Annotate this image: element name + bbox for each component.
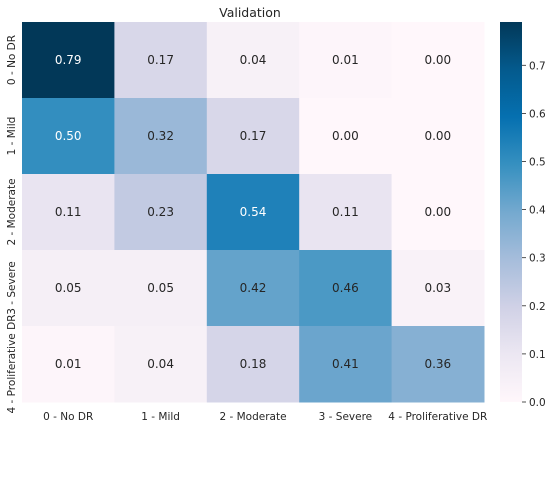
heatmap-cell [299,98,393,175]
heatmap-cell [22,250,115,327]
heatmap-cell [22,326,115,403]
colorbar-tick-label: 0.7 [529,60,546,72]
cell-value-label: 0.17 [240,129,267,143]
y-tick-label: 2 - Moderate [6,178,18,245]
x-axis-tick-labels: 0 - No DR 1 - Mild 2 - Moderate 3 - Severe 4… [43,411,487,423]
cell-value-label: 0.00 [424,53,451,67]
heatmap-cell [391,98,485,175]
heatmap-cell [114,174,208,251]
cell-value-label: 0.11 [332,205,359,219]
heatmap-cell [114,250,208,327]
cell-value-label: 0.03 [424,281,451,295]
cell-value-label: 0.11 [55,205,82,219]
y-tick-label: 0 - No DR [6,35,18,85]
heatmap-cell [391,22,485,99]
heatmap-cell [114,22,208,99]
y-axis-tick-labels: 0 - No DR 1 - Mild 2 - Moderate 3 - Severe4… [6,35,18,414]
cell-value-label: 0.05 [55,281,82,295]
x-tick-label: 2 - Moderate [219,411,286,423]
heatmap-cell [114,326,208,403]
heatmap-cell [299,250,393,327]
colorbar-tick-label: 0.0 [529,397,546,409]
heatmap-cell [299,326,393,403]
colorbar-tick-label: 0.6 [529,108,546,120]
x-tick-label: 3 - Severe [319,411,373,423]
heatmap-cell [299,22,393,99]
cell-value-label: 0.00 [424,129,451,143]
colorbar-gradient [500,22,522,402]
cell-value-label: 0.79 [55,53,82,67]
heatmap-cell [206,98,300,175]
chart-title: Validation [219,5,281,20]
heatmap-cell [22,22,115,99]
colorbar-tick-label: 0.5 [529,156,546,168]
heatmap-cell [22,174,115,251]
colorbar-tick-label: 0.3 [529,253,546,265]
cell-value-label: 0.42 [240,281,267,295]
heatmap-cell [391,326,485,403]
x-tick-label: 1 - Mild [141,411,180,423]
y-tick-label: 1 - Mild [6,117,18,156]
cell-value-label: 0.17 [147,53,174,67]
colorbar-tick-label: 0.1 [529,349,546,361]
cell-value-label: 0.18 [240,357,267,371]
heatmap-cells: 0.79 0.17 0.04 0.01 0.00 0.50 0.32 0.17 0.00 0.00… [22,22,485,403]
cell-value-label: 0.01 [55,357,82,371]
heatmap-cell [206,174,300,251]
cell-value-label: 0.50 [55,129,82,143]
cell-value-label: 0.32 [147,129,174,143]
heatmap-cell [299,174,393,251]
cell-value-label: 0.41 [332,357,359,371]
heatmap-cell [391,174,485,251]
x-tick-label: 0 - No DR [43,411,93,423]
cell-value-label: 0.54 [240,205,267,219]
cell-value-label: 0.00 [332,129,359,143]
heatmap-cell [206,250,300,327]
heatmap-cell [391,250,485,327]
cell-value-label: 0.46 [332,281,359,295]
cell-value-label: 0.01 [332,53,359,67]
cell-value-label: 0.04 [147,357,174,371]
cell-value-label: 0.00 [424,205,451,219]
y-tick-label: 3 - Severe [6,261,18,315]
cell-value-label: 0.23 [147,205,174,219]
heatmap-cell [114,98,208,175]
colorbar: 0.0 0.1 0.2 0.3 0.4 0.5 0.6 0.7 [500,22,546,409]
colorbar-tick-labels: 0.0 0.1 0.2 0.3 0.4 0.5 0.6 0.7 [522,60,546,409]
cell-value-label: 0.04 [240,53,267,67]
y-tick-label: 4 - Proliferative DR [6,315,18,414]
cell-value-label: 0.05 [147,281,174,295]
heatmap-cell [206,22,300,99]
colorbar-tick-label: 0.2 [529,301,546,313]
x-tick-label: 4 - Proliferative DR [388,411,487,423]
cell-value-label: 0.36 [424,357,451,371]
heatmap-cell [22,98,115,175]
colorbar-tick-label: 0.4 [529,205,546,217]
heatmap-cell [206,326,300,403]
